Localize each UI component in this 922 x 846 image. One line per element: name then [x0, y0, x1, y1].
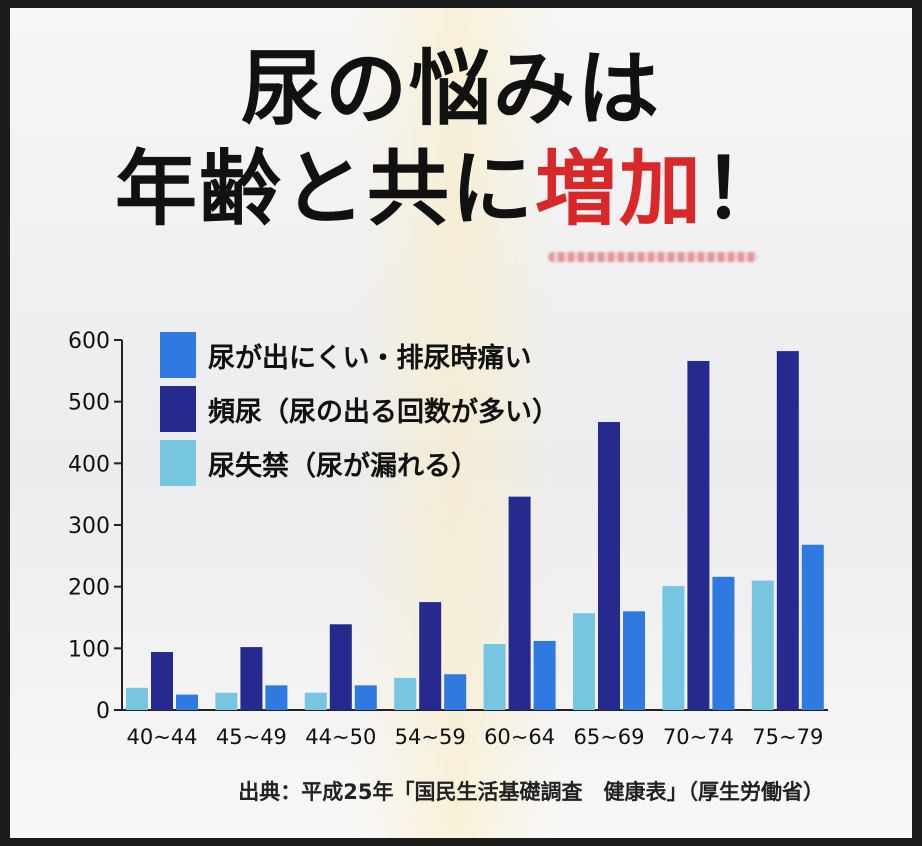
y-tick-label: 600 [68, 329, 110, 354]
headline-line-1: 尿の悩みは [0, 42, 902, 138]
legend-label-series1: 尿が出にくい・排尿時痛い [208, 342, 532, 374]
bar [151, 652, 173, 710]
y-tick-label: 200 [68, 576, 110, 601]
bar [304, 692, 327, 710]
bar [483, 644, 506, 710]
accent-underline [548, 252, 758, 262]
bar [354, 685, 377, 710]
x-tick-label: 44~50 [305, 725, 376, 749]
y-tick-label: 0 [96, 699, 110, 724]
x-tick-label: 65~69 [573, 725, 644, 749]
y-tick-label: 300 [68, 514, 110, 539]
legend-swatch-series2 [160, 386, 196, 432]
legend-swatch-series3 [160, 440, 196, 486]
y-tick-label: 500 [68, 391, 110, 416]
bar [623, 611, 645, 710]
bar [687, 360, 710, 710]
bar [776, 351, 799, 710]
legend-item-series3: 尿失禁（尿が漏れる） [160, 440, 559, 486]
bar [662, 586, 685, 710]
headline-line-2: 年齢と共に増加！ [0, 140, 902, 240]
x-tick-label: 60~64 [484, 725, 555, 749]
bar [126, 687, 148, 710]
y-tick-label: 100 [68, 637, 110, 662]
bar [801, 544, 824, 710]
bar [598, 422, 620, 710]
bar [215, 692, 238, 710]
headline-text-1: 尿の悩みは [240, 42, 661, 137]
x-tick-label: 45~49 [216, 725, 287, 749]
legend-label-series3: 尿失禁（尿が漏れる） [208, 450, 478, 482]
bar [573, 613, 595, 710]
bar [533, 640, 556, 710]
x-tick-label: 75~79 [752, 725, 823, 749]
legend-item-series1: 尿が出にくい・排尿時痛い [160, 332, 559, 378]
y-tick-label: 400 [68, 452, 110, 477]
bar [176, 694, 198, 710]
source-citation: 出典：平成25年「国民生活基礎調査 健康表」（厚生労働省） [238, 780, 824, 804]
headline-exclamation: ！ [703, 142, 788, 237]
bar [508, 496, 531, 710]
x-tick-label: 54~59 [395, 725, 466, 749]
bar [419, 602, 442, 710]
bar [712, 576, 735, 710]
legend-item-series2: 頻尿（尿の出る回数が多い） [160, 386, 559, 432]
chart-legend: 尿が出にくい・排尿時痛い 頻尿（尿の出る回数が多い） 尿失禁（尿が漏れる） [160, 332, 559, 494]
bar [394, 677, 417, 710]
bar [444, 674, 467, 710]
bar [265, 685, 288, 710]
headline-text-2: 年齢と共に [114, 142, 535, 237]
headline-accent: 増加 [534, 142, 703, 237]
x-tick-label: 40~44 [126, 725, 197, 749]
x-tick-label: 70~74 [663, 725, 734, 749]
legend-swatch-series1 [160, 332, 196, 378]
bar [329, 624, 352, 710]
bar [240, 647, 263, 710]
bar [751, 580, 774, 710]
legend-label-series2: 頻尿（尿の出る回数が多い） [208, 396, 559, 428]
